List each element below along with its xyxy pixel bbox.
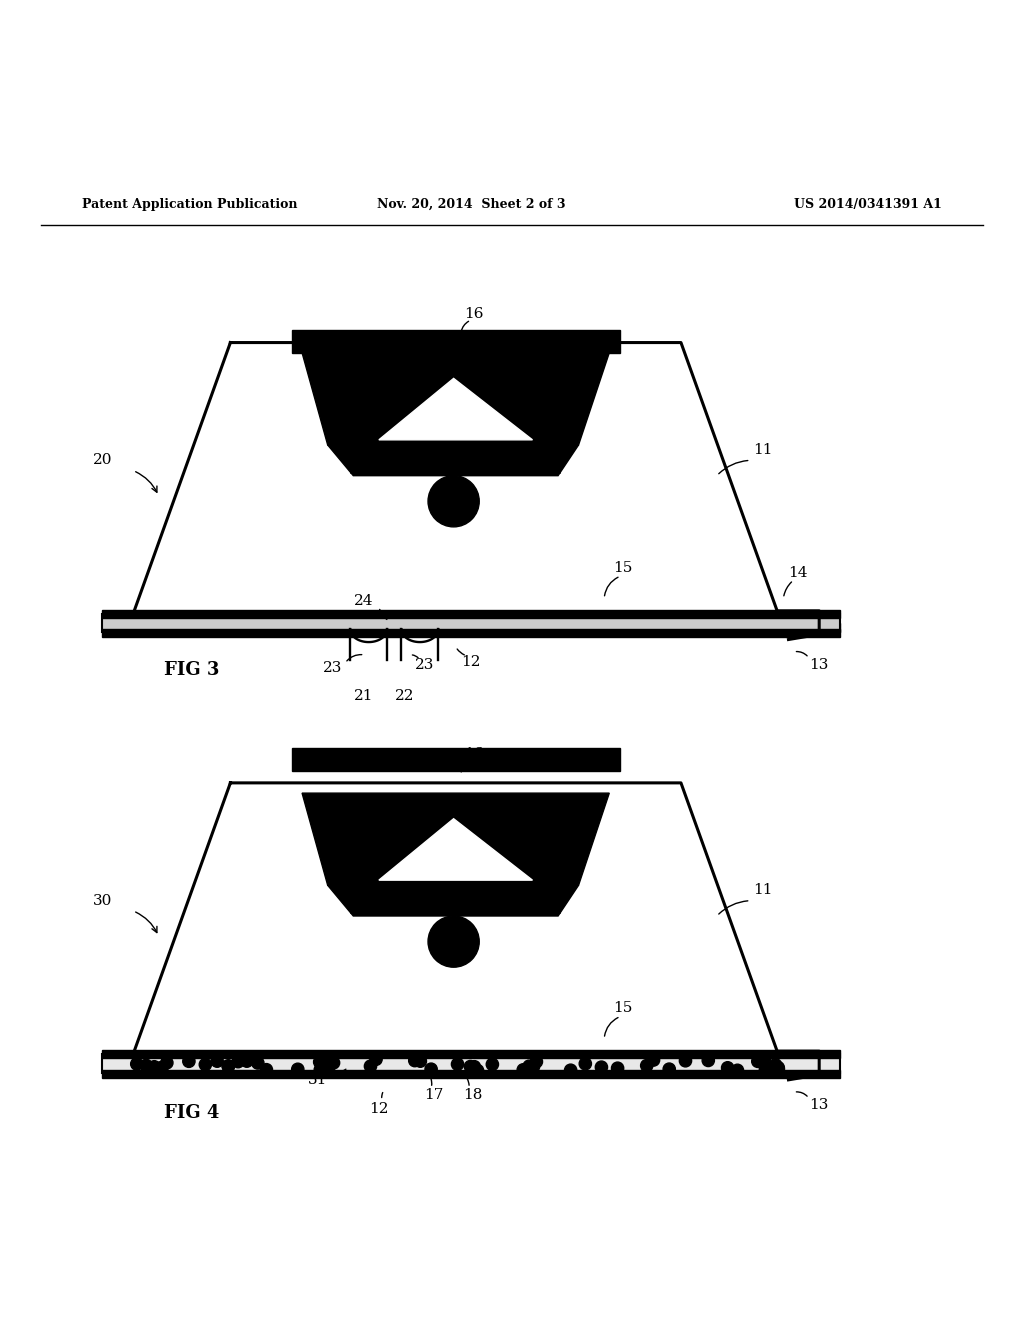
Text: 12: 12	[461, 655, 481, 669]
Circle shape	[211, 1055, 223, 1068]
Text: 23: 23	[324, 661, 342, 676]
Circle shape	[517, 1064, 529, 1076]
Text: 15: 15	[613, 1001, 632, 1015]
Circle shape	[232, 1056, 245, 1068]
Circle shape	[758, 1053, 770, 1065]
Circle shape	[161, 1056, 173, 1069]
Circle shape	[580, 1057, 592, 1071]
Circle shape	[664, 1063, 676, 1076]
Circle shape	[464, 1060, 476, 1073]
Text: FIG 4: FIG 4	[164, 1104, 219, 1122]
Bar	[102, 610, 840, 618]
Circle shape	[415, 1055, 427, 1068]
Text: 22: 22	[394, 689, 415, 702]
Circle shape	[409, 1055, 421, 1067]
Circle shape	[156, 1061, 168, 1073]
Text: 15: 15	[613, 561, 632, 574]
Circle shape	[140, 1059, 153, 1072]
Text: FIG 3: FIG 3	[164, 661, 219, 680]
Circle shape	[241, 1055, 253, 1068]
Circle shape	[471, 1064, 483, 1077]
Bar	[102, 1051, 840, 1059]
Polygon shape	[302, 793, 609, 886]
Circle shape	[769, 1059, 781, 1071]
Circle shape	[182, 1055, 195, 1068]
Circle shape	[328, 1056, 340, 1069]
Polygon shape	[379, 818, 532, 880]
Circle shape	[200, 1059, 212, 1071]
Circle shape	[260, 1064, 272, 1076]
Circle shape	[428, 475, 479, 527]
Circle shape	[772, 1061, 784, 1073]
Text: 16: 16	[464, 306, 484, 321]
Polygon shape	[328, 886, 579, 916]
Circle shape	[425, 1063, 437, 1076]
Text: 21: 21	[353, 689, 374, 702]
Text: Nov. 20, 2014  Sheet 2 of 3: Nov. 20, 2014 Sheet 2 of 3	[377, 198, 565, 211]
Circle shape	[148, 1061, 161, 1073]
Circle shape	[759, 1064, 771, 1076]
Circle shape	[722, 1061, 734, 1074]
Text: 11: 11	[753, 444, 772, 457]
Circle shape	[252, 1057, 264, 1069]
Text: 23: 23	[416, 659, 434, 672]
Circle shape	[292, 1063, 304, 1076]
Text: Patent Application Publication: Patent Application Publication	[82, 198, 297, 211]
Circle shape	[240, 1052, 252, 1065]
Circle shape	[521, 1064, 534, 1076]
Circle shape	[564, 1064, 577, 1076]
Circle shape	[752, 1055, 764, 1068]
Circle shape	[452, 1059, 464, 1071]
Circle shape	[530, 1056, 543, 1068]
Bar	[102, 1055, 840, 1073]
Circle shape	[323, 1063, 335, 1074]
Text: 30: 30	[93, 894, 113, 908]
Polygon shape	[328, 445, 579, 475]
Bar	[102, 623, 840, 632]
Bar	[102, 630, 840, 638]
Polygon shape	[379, 379, 532, 440]
Text: 16: 16	[464, 747, 484, 762]
Circle shape	[772, 1063, 784, 1074]
Circle shape	[595, 1061, 607, 1073]
Circle shape	[131, 1057, 143, 1071]
Text: 31: 31	[308, 1073, 327, 1086]
Text: 17: 17	[425, 1088, 443, 1102]
Circle shape	[527, 1060, 540, 1073]
Circle shape	[641, 1060, 653, 1072]
Circle shape	[323, 1056, 335, 1068]
Polygon shape	[302, 352, 609, 445]
Text: 13: 13	[809, 659, 828, 672]
Circle shape	[611, 1063, 624, 1074]
Circle shape	[521, 1064, 534, 1076]
Circle shape	[242, 1053, 254, 1065]
Text: 14: 14	[788, 566, 808, 579]
Bar	[292, 748, 620, 771]
Text: 24: 24	[353, 594, 374, 607]
Circle shape	[731, 1064, 743, 1076]
Bar	[102, 614, 840, 632]
Circle shape	[313, 1056, 326, 1068]
Circle shape	[222, 1060, 234, 1072]
Text: 12: 12	[369, 1101, 389, 1115]
Circle shape	[702, 1055, 715, 1067]
Circle shape	[523, 1060, 536, 1072]
Circle shape	[428, 916, 479, 968]
Bar	[292, 330, 620, 352]
Text: US 2014/0341391 A1: US 2014/0341391 A1	[795, 198, 942, 211]
Text: 20: 20	[93, 453, 113, 467]
Circle shape	[679, 1055, 691, 1067]
Bar	[102, 1069, 840, 1078]
Text: 13: 13	[809, 1098, 828, 1113]
Circle shape	[370, 1053, 382, 1065]
Circle shape	[468, 1060, 480, 1073]
Text: 18: 18	[464, 1088, 482, 1102]
Circle shape	[486, 1059, 499, 1071]
Circle shape	[222, 1060, 234, 1073]
Circle shape	[365, 1060, 377, 1072]
Circle shape	[314, 1064, 327, 1076]
Text: 11: 11	[753, 883, 772, 898]
Circle shape	[647, 1053, 659, 1067]
